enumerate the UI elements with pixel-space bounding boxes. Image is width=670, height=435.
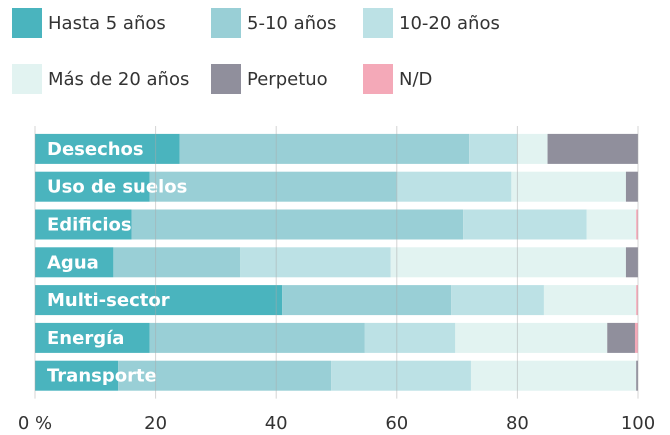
- bar-segment: [463, 209, 587, 240]
- bar-segment: [636, 360, 638, 391]
- bar-segment: [396, 171, 512, 202]
- x-tick-label: 0 %: [18, 413, 52, 434]
- legend-swatch: [211, 64, 241, 94]
- bar-segment: [240, 247, 391, 278]
- bar-segment: [331, 360, 471, 391]
- bar-segment: [625, 171, 638, 202]
- bar-segment: [543, 285, 637, 316]
- bar-segment: [35, 209, 132, 240]
- bar-segment: [364, 322, 456, 353]
- x-tick-label: 80: [506, 413, 529, 434]
- legend-label: Más de 20 años: [48, 69, 189, 90]
- category-label: Energía: [47, 328, 124, 349]
- category-label: Transporte: [47, 366, 157, 387]
- x-tick-label: 100: [621, 413, 655, 434]
- x-tick-label: 60: [385, 413, 408, 434]
- bar-segment: [625, 247, 638, 278]
- category-label: Uso de suelos: [47, 177, 187, 198]
- legend-swatch: [363, 64, 393, 94]
- x-tick-label: 20: [144, 413, 167, 434]
- legend-label: 5-10 años: [247, 13, 336, 34]
- category-label: Desechos: [47, 139, 144, 160]
- bar-segment: [149, 171, 397, 202]
- category-label: Edificios: [47, 215, 132, 236]
- bar-segment: [451, 285, 544, 316]
- bar-segment: [455, 322, 608, 353]
- bar-segment: [586, 209, 637, 240]
- bar-segment: [636, 209, 638, 240]
- bar-segment: [634, 322, 638, 353]
- bar-segment: [131, 209, 464, 240]
- bar-segment: [547, 133, 638, 164]
- bar-segment: [35, 360, 119, 391]
- bar-segment: [35, 171, 150, 202]
- bar-segment: [469, 133, 518, 164]
- bar-segment: [607, 322, 635, 353]
- legend-label: N/D: [399, 69, 432, 90]
- bar-segment: [35, 322, 150, 353]
- bar-segment: [636, 285, 638, 316]
- bar-segment: [35, 247, 114, 278]
- legend-swatch: [363, 8, 393, 38]
- legend-swatch: [12, 64, 42, 94]
- bar-segment: [149, 322, 365, 353]
- bar-segment: [511, 171, 626, 202]
- category-label: Agua: [47, 252, 99, 273]
- x-tick-label: 40: [265, 413, 288, 434]
- legend-swatch: [211, 8, 241, 38]
- bar-segment: [179, 133, 470, 164]
- bar-segment: [517, 133, 548, 164]
- bar-segment: [470, 360, 637, 391]
- bar-segment: [390, 247, 626, 278]
- bar-segment: [282, 285, 452, 316]
- category-label: Multi-sector: [47, 290, 170, 311]
- bar-segment: [118, 360, 332, 391]
- bar-segment: [113, 247, 241, 278]
- legend-label: Perpetuo: [247, 69, 328, 90]
- bar-segment: [35, 285, 283, 316]
- legend-swatch: [12, 8, 42, 38]
- legend-label: 10-20 años: [399, 13, 500, 34]
- legend-label: Hasta 5 años: [48, 13, 166, 34]
